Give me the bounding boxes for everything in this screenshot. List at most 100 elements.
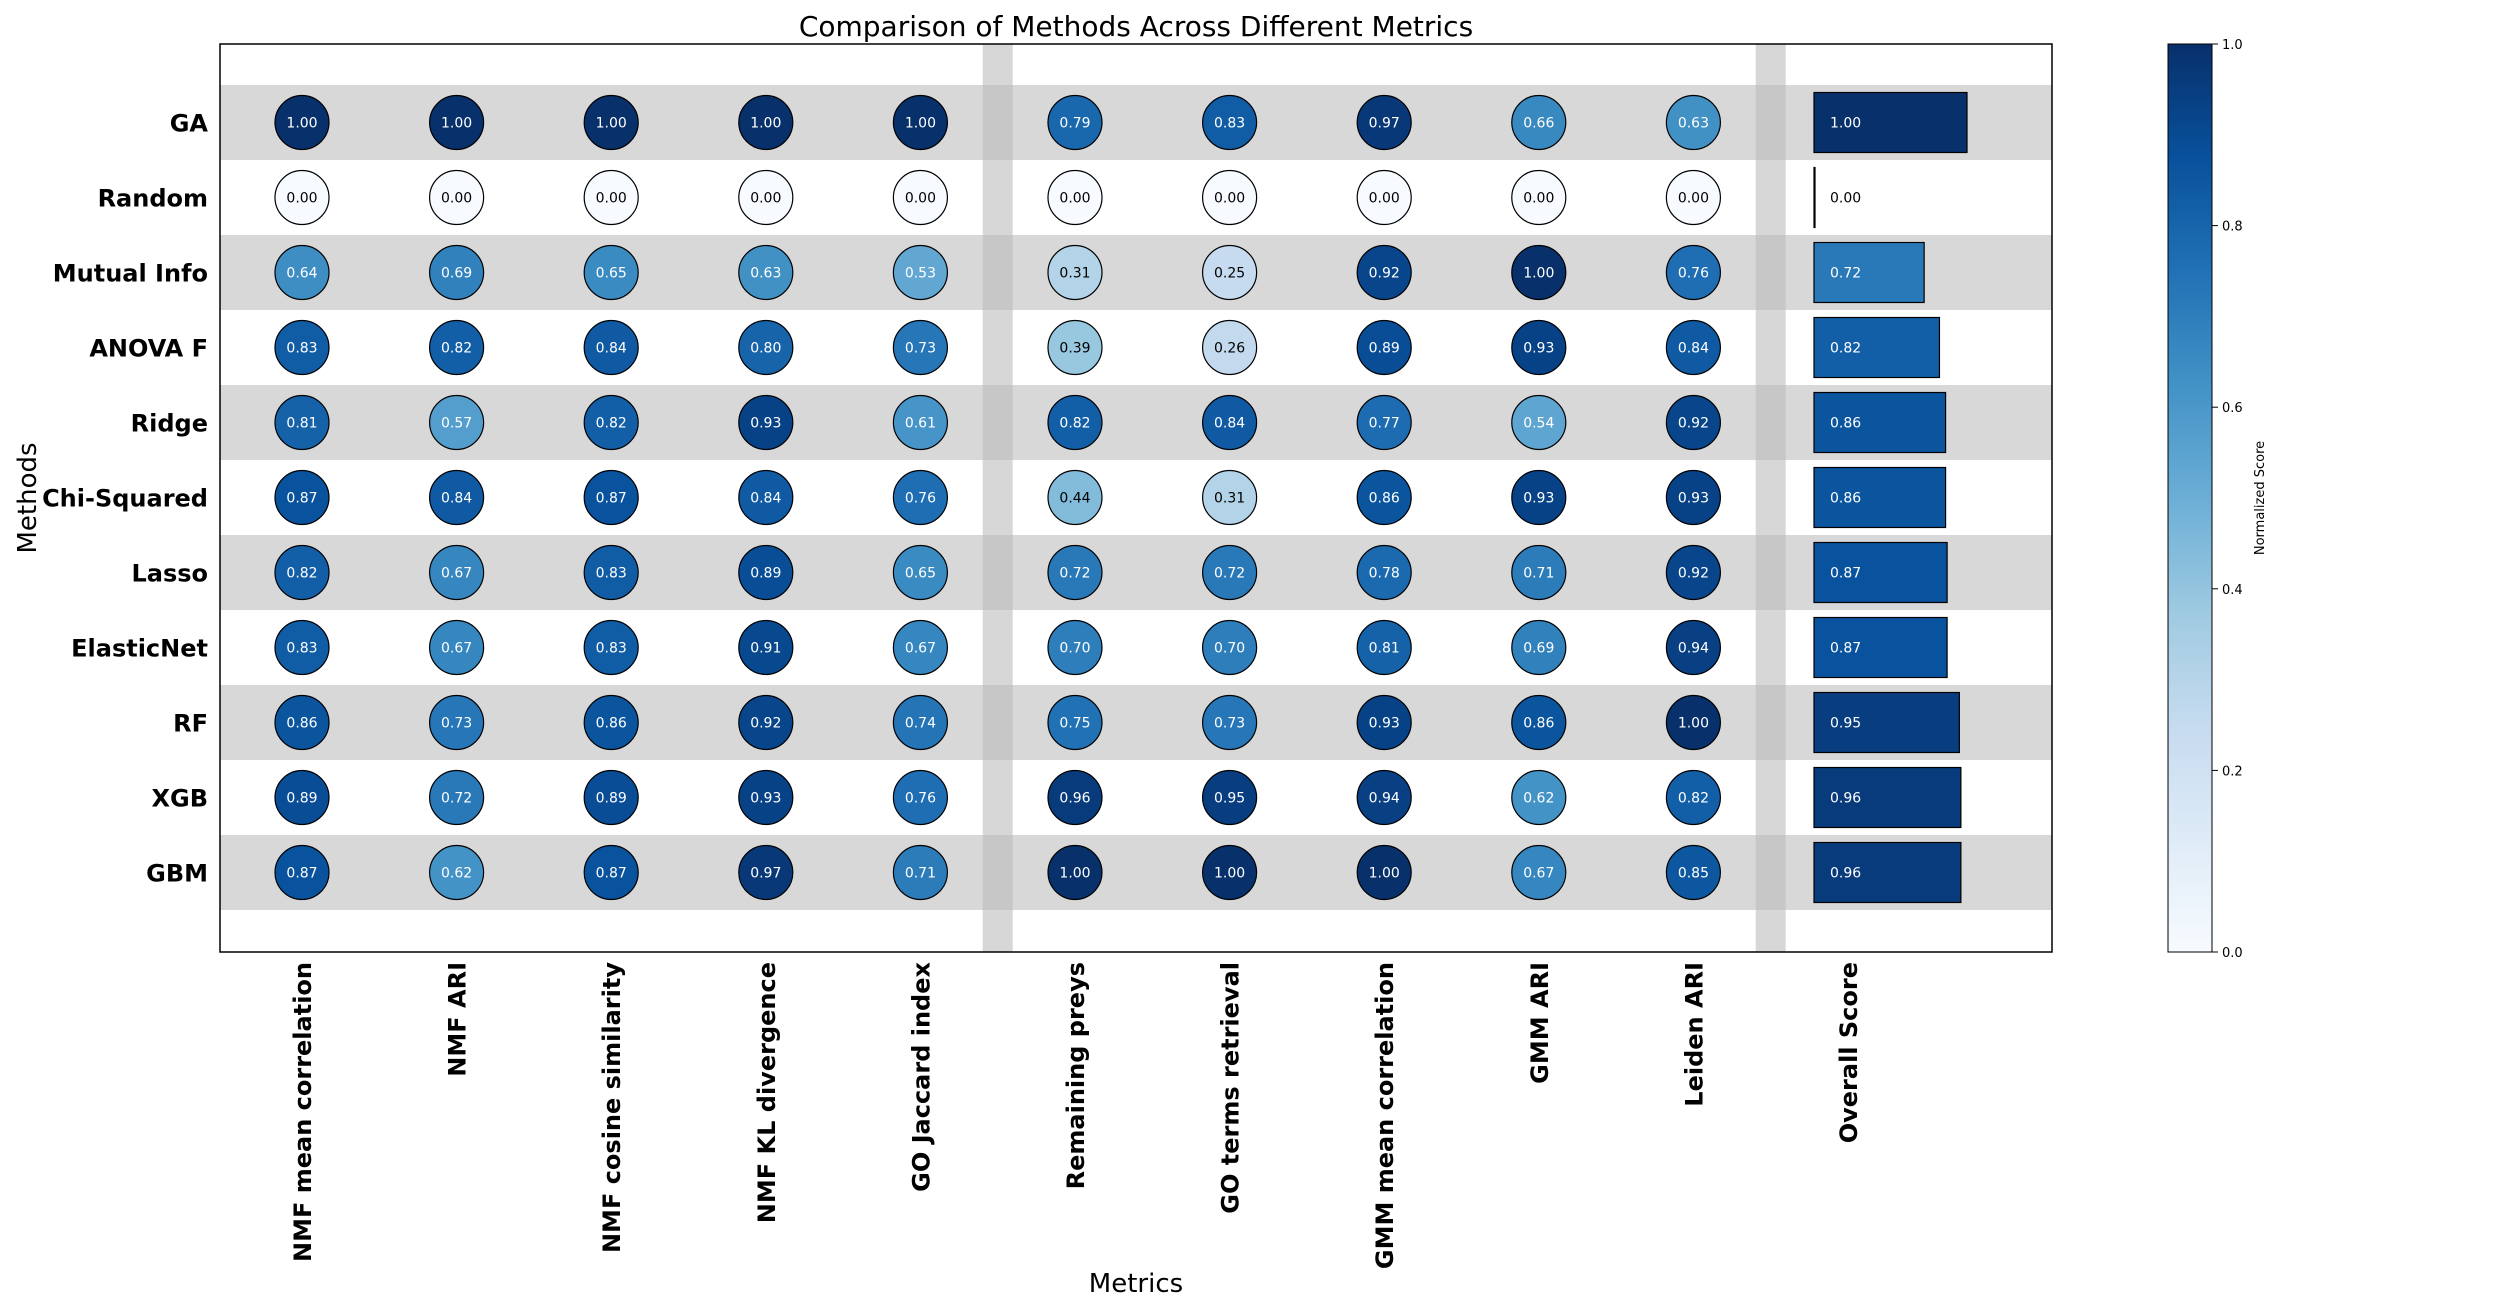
- score-label: 0.00: [441, 191, 472, 207]
- score-label: 0.89: [286, 791, 317, 807]
- score-circle: [429, 94, 485, 151]
- score-circle: [583, 694, 639, 751]
- score-label: 0.67: [441, 641, 472, 657]
- score-circle: [1201, 619, 1258, 676]
- score-circle: [1201, 769, 1258, 826]
- score-label: 0.83: [596, 641, 627, 657]
- score-label: 1.00: [750, 116, 781, 132]
- score-label: 0.44: [1059, 491, 1090, 507]
- score-circle: [1356, 694, 1412, 751]
- score-circle: [1201, 844, 1258, 901]
- score-circle: [738, 619, 794, 676]
- score-circle: [583, 844, 639, 901]
- score-circle: [1356, 619, 1412, 676]
- score-label: 0.63: [750, 266, 781, 282]
- score-label: 0.67: [441, 566, 472, 582]
- score-circle: [274, 769, 330, 826]
- score-circle: [1047, 244, 1103, 301]
- plot-frame: [219, 43, 2053, 953]
- score-label: 0.00: [905, 191, 936, 207]
- method-label: Mutual Info: [53, 260, 208, 288]
- score-label: 0.93: [1678, 491, 1709, 507]
- score-circle: [1047, 694, 1103, 751]
- score-label: 0.83: [286, 641, 317, 657]
- overall-score-label: 0.82: [1830, 341, 1861, 357]
- score-circle: [274, 394, 330, 451]
- score-label: 0.53: [905, 266, 936, 282]
- score-circle: [583, 769, 639, 826]
- score-circle: [738, 394, 794, 451]
- score-circle: [892, 244, 949, 301]
- score-circle: [1511, 844, 1567, 901]
- score-circle: [1511, 394, 1567, 451]
- metric-label: GO terms retrieval: [1217, 962, 1245, 1214]
- score-circle: [1201, 169, 1258, 226]
- score-label: 1.00: [905, 116, 936, 132]
- score-circle: [1511, 319, 1567, 376]
- score-label: 0.00: [1214, 191, 1245, 207]
- score-circle: [1047, 844, 1103, 901]
- score-label: 0.72: [1059, 566, 1090, 582]
- score-label: 0.86: [1369, 491, 1400, 507]
- overall-score-bar: [1813, 391, 1947, 454]
- score-label: 0.31: [1059, 266, 1090, 282]
- score-label: 0.00: [1523, 191, 1554, 207]
- score-label: 0.77: [1369, 416, 1400, 432]
- score-label: 1.00: [441, 116, 472, 132]
- score-circle: [274, 544, 330, 601]
- score-circle: [1665, 469, 1722, 526]
- score-label: 0.84: [596, 341, 627, 357]
- score-label: 0.00: [596, 191, 627, 207]
- score-label: 0.76: [905, 791, 936, 807]
- score-circle: [274, 319, 330, 376]
- score-circle: [1356, 169, 1412, 226]
- score-label: 0.89: [750, 566, 781, 582]
- score-circle: [1665, 769, 1722, 826]
- score-circle: [1201, 694, 1258, 751]
- score-circle: [892, 694, 949, 751]
- score-circle: [583, 469, 639, 526]
- row-band: [220, 385, 2052, 460]
- score-label: 0.86: [596, 716, 627, 732]
- score-label: 0.84: [1678, 341, 1709, 357]
- overall-score-label: 0.87: [1830, 566, 1861, 582]
- method-label: XGB: [152, 785, 209, 813]
- y-axis-title: Methods: [13, 442, 43, 553]
- metric-label: GMM ARI: [1526, 962, 1554, 1084]
- colorbar-gradient: [2167, 43, 2213, 953]
- score-circle: [429, 394, 485, 451]
- score-label: 0.65: [596, 266, 627, 282]
- score-circle: [583, 94, 639, 151]
- colorbar-tick-label: 0.6: [2222, 401, 2243, 416]
- score-circle: [1047, 769, 1103, 826]
- score-circle: [1511, 619, 1567, 676]
- score-circle: [892, 94, 949, 151]
- metric-label: Overall Score: [1835, 962, 1863, 1143]
- score-circle: [429, 694, 485, 751]
- score-label: 0.82: [1059, 416, 1090, 432]
- score-circle: [274, 469, 330, 526]
- score-label: 0.97: [750, 866, 781, 882]
- score-label: 0.74: [905, 716, 936, 732]
- score-label: 1.00: [1678, 716, 1709, 732]
- score-circle: [274, 94, 330, 151]
- score-circle: [1201, 469, 1258, 526]
- overall-score-label: 1.00: [1830, 116, 1861, 132]
- score-label: 0.89: [596, 791, 627, 807]
- score-label: 0.82: [596, 416, 627, 432]
- score-circle: [1047, 469, 1103, 526]
- score-label: 0.82: [1678, 791, 1709, 807]
- row-band: [220, 535, 2052, 610]
- score-label: 0.66: [1523, 116, 1554, 132]
- colorbar-tick-label: 0.4: [2222, 583, 2243, 598]
- score-label: 0.00: [750, 191, 781, 207]
- metric-label: Leiden ARI: [1680, 962, 1708, 1107]
- score-circle: [1047, 169, 1103, 226]
- overall-score-bar: [1813, 466, 1947, 529]
- score-circle: [583, 319, 639, 376]
- score-label: 0.63: [1678, 116, 1709, 132]
- score-label: 0.92: [1678, 416, 1709, 432]
- score-label: 1.00: [596, 116, 627, 132]
- score-label: 0.39: [1059, 341, 1090, 357]
- score-label: 0.92: [1369, 266, 1400, 282]
